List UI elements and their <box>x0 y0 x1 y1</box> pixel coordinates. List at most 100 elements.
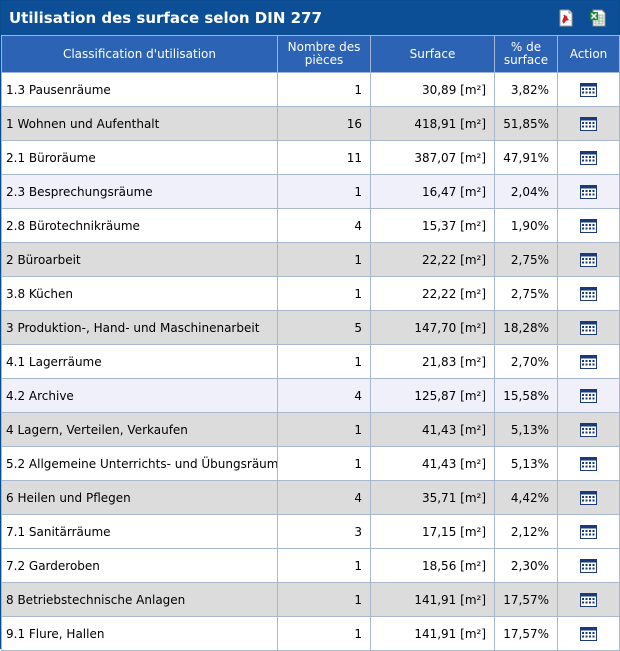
cell-classification: 4.1 Lagerräume <box>1 344 278 379</box>
calendar-icon[interactable] <box>580 626 597 641</box>
cell-rooms: 4 <box>277 378 371 413</box>
cell-rooms: 1 <box>277 276 371 311</box>
table-row: 4 Lagern, Verteilen, Verkaufen 1 41,43 [m²… <box>1 412 620 447</box>
table-row: 3 Produktion-, Hand- und Maschinenarbeit… <box>1 310 620 345</box>
cell-rooms: 16 <box>277 106 371 141</box>
cell-surface: 41,43 [m²] <box>370 412 495 447</box>
cell-classification: 3 Produktion-, Hand- und Maschinenarbeit <box>1 310 278 345</box>
cell-surface: 15,37 [m²] <box>370 208 495 243</box>
cell-action <box>557 242 620 277</box>
cell-action <box>557 106 620 141</box>
calendar-icon[interactable] <box>580 388 597 403</box>
cell-rooms: 1 <box>277 412 371 447</box>
calendar-icon[interactable] <box>580 286 597 301</box>
calendar-icon[interactable] <box>580 320 597 335</box>
calendar-icon[interactable] <box>580 82 597 97</box>
calendar-icon[interactable] <box>580 456 597 471</box>
cell-percent: 2,04% <box>494 174 558 209</box>
cell-percent: 18,28% <box>494 310 558 345</box>
cell-rooms: 4 <box>277 480 371 515</box>
cell-action <box>557 72 620 107</box>
cell-percent: 4,42% <box>494 480 558 515</box>
calendar-icon[interactable] <box>580 218 597 233</box>
cell-classification: 3.8 Küchen <box>1 276 278 311</box>
column-header-classification[interactable]: Classification d'utilisation <box>1 35 278 73</box>
cell-classification: 7.2 Garderoben <box>1 548 278 583</box>
cell-action <box>557 344 620 379</box>
table-row: 2.1 Büroräume 11 387,07 [m²] 47,91% <box>1 140 620 175</box>
cell-classification: 4.2 Archive <box>1 378 278 413</box>
table-row: 4.1 Lagerräume 1 21,83 [m²] 2,70% <box>1 344 620 379</box>
cell-action <box>557 276 620 311</box>
table-row: 7.1 Sanitärräume 3 17,15 [m²] 2,12% <box>1 514 620 549</box>
cell-action <box>557 616 620 651</box>
export-actions <box>557 9 611 27</box>
cell-action <box>557 310 620 345</box>
column-header-percent[interactable]: % de surface <box>494 35 558 73</box>
cell-classification: 4 Lagern, Verteilen, Verkaufen <box>1 412 278 447</box>
calendar-icon[interactable] <box>580 184 597 199</box>
cell-surface: 22,22 [m²] <box>370 276 495 311</box>
cell-percent: 2,70% <box>494 344 558 379</box>
calendar-icon[interactable] <box>580 524 597 539</box>
cell-surface: 18,56 [m²] <box>370 548 495 583</box>
column-header-action: Action <box>557 35 620 73</box>
table-row: 3.8 Küchen 1 22,22 [m²] 2,75% <box>1 276 620 311</box>
cell-classification: 1 Wohnen und Aufenthalt <box>1 106 278 141</box>
calendar-icon[interactable] <box>580 490 597 505</box>
cell-rooms: 1 <box>277 446 371 481</box>
cell-rooms: 3 <box>277 514 371 549</box>
cell-rooms: 4 <box>277 208 371 243</box>
cell-classification: 2.1 Büroräume <box>1 140 278 175</box>
pdf-export-icon[interactable] <box>557 9 575 27</box>
calendar-icon[interactable] <box>580 252 597 267</box>
cell-percent: 2,30% <box>494 548 558 583</box>
table-row: 5.2 Allgemeine Unterrichts- und Übungsrä… <box>1 446 620 481</box>
cell-rooms: 1 <box>277 548 371 583</box>
cell-surface: 141,91 [m²] <box>370 616 495 651</box>
page-title: Utilisation des surface selon DIN 277 <box>9 9 322 27</box>
excel-export-icon[interactable] <box>589 9 607 27</box>
table-row: 2.3 Besprechungsräume 1 16,47 [m²] 2,04% <box>1 174 620 209</box>
surface-table: Classification d'utilisation Nombre des … <box>1 35 620 651</box>
cell-rooms: 1 <box>277 582 371 617</box>
cell-classification: 6 Heilen und Pflegen <box>1 480 278 515</box>
cell-percent: 51,85% <box>494 106 558 141</box>
table-row: 1 Wohnen und Aufenthalt 16 418,91 [m²] 51,8… <box>1 106 620 141</box>
column-header-rooms[interactable]: Nombre des pièces <box>277 35 371 73</box>
cell-surface: 30,89 [m²] <box>370 72 495 107</box>
cell-action <box>557 480 620 515</box>
title-bar: Utilisation des surface selon DIN 277 <box>1 1 619 35</box>
cell-rooms: 1 <box>277 242 371 277</box>
cell-rooms: 1 <box>277 616 371 651</box>
cell-percent: 5,13% <box>494 412 558 447</box>
calendar-icon[interactable] <box>580 354 597 369</box>
table-row: 9.1 Flure, Hallen 1 141,91 [m²] 17,57% <box>1 616 620 651</box>
cell-classification: 5.2 Allgemeine Unterrichts- und Übungsrä… <box>1 446 278 481</box>
calendar-icon[interactable] <box>580 150 597 165</box>
cell-percent: 1,90% <box>494 208 558 243</box>
cell-percent: 2,12% <box>494 514 558 549</box>
calendar-icon[interactable] <box>580 592 597 607</box>
calendar-icon[interactable] <box>580 558 597 573</box>
cell-percent: 15,58% <box>494 378 558 413</box>
table-row: 6 Heilen und Pflegen 4 35,71 [m²] 4,42% <box>1 480 620 515</box>
calendar-icon[interactable] <box>580 422 597 437</box>
cell-classification: 2.3 Besprechungsräume <box>1 174 278 209</box>
calendar-icon[interactable] <box>580 116 597 131</box>
cell-surface: 21,83 [m²] <box>370 344 495 379</box>
table-row: 2 Büroarbeit 1 22,22 [m²] 2,75% <box>1 242 620 277</box>
cell-rooms: 11 <box>277 140 371 175</box>
cell-classification: 7.1 Sanitärräume <box>1 514 278 549</box>
cell-action <box>557 174 620 209</box>
cell-action <box>557 446 620 481</box>
cell-percent: 47,91% <box>494 140 558 175</box>
cell-rooms: 5 <box>277 310 371 345</box>
cell-action <box>557 548 620 583</box>
cell-percent: 3,82% <box>494 72 558 107</box>
cell-action <box>557 378 620 413</box>
cell-surface: 35,71 [m²] <box>370 480 495 515</box>
column-header-surface[interactable]: Surface <box>370 35 495 73</box>
cell-action <box>557 140 620 175</box>
